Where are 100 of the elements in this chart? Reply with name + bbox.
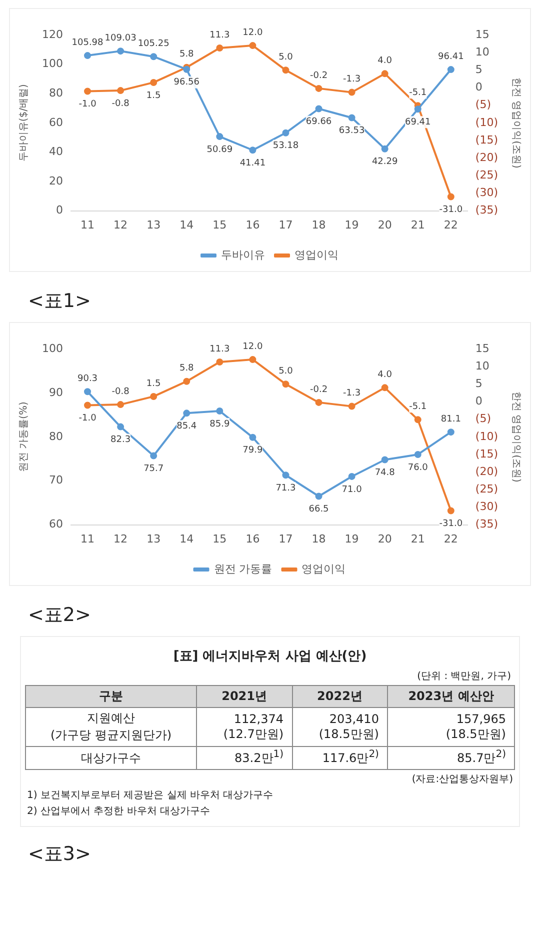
y-tick-label: 100 <box>42 342 63 355</box>
y2-tick-label: (5) <box>475 98 492 112</box>
text: 83.2만$^{1)}$ <box>234 749 284 765</box>
x-tick-label: 13 <box>146 218 161 232</box>
y-axis-title: 두바이유($/배럴) <box>18 84 30 162</box>
legend-label: 영업이익 <box>302 562 346 576</box>
x-tick-label: 22 <box>444 218 458 232</box>
data-label: -0.8 <box>112 98 130 109</box>
data-label: 12.0 <box>242 28 263 38</box>
data-label: -0.2 <box>310 70 328 81</box>
x-tick-label: 11 <box>80 218 95 232</box>
y2-tick-label: 5 <box>475 377 482 390</box>
category-label: 2022년 <box>292 686 388 708</box>
data-label: -1.3 <box>343 388 361 399</box>
data-label: 50.69 <box>206 144 233 155</box>
data-label: 71.0 <box>342 484 362 495</box>
data-label: 11.3 <box>210 344 230 354</box>
x-tick-label: 12 <box>114 218 128 232</box>
data-label: -5.1 <box>409 402 427 412</box>
data-label: 85.9 <box>210 419 230 430</box>
x-tick-label: 15 <box>212 532 227 546</box>
data-label: 11.3 <box>210 30 230 40</box>
category-label: 2023년 예산안 <box>387 686 514 708</box>
text: 203,410 (18.5만원) <box>318 712 379 740</box>
data-label: -0.2 <box>310 384 328 395</box>
data-label: 5.0 <box>278 366 294 377</box>
data-label: 42.29 <box>372 157 398 168</box>
y2-tick-label: (35) <box>475 518 498 531</box>
text: <표1> <box>28 289 92 314</box>
data-label: 4.0 <box>378 56 392 66</box>
data-label: 1.5 <box>146 378 161 389</box>
text: 2) 산업부에서 추정한 바우처 대상가구수 <box>27 805 211 818</box>
legend-label: 두바이유 <box>221 248 265 262</box>
y2-tick-label: (5) <box>475 412 492 426</box>
text: 112,374 (12.7만원) <box>223 712 284 740</box>
data-label: -1.0 <box>78 100 97 110</box>
text: [표] 에너지바우처 사업 예산(안) <box>172 648 368 665</box>
y2-tick-label: (25) <box>475 482 498 496</box>
data-label: 53.18 <box>272 141 299 152</box>
data-label: 75.7 <box>144 464 164 474</box>
data-label: 85.4 <box>176 422 197 432</box>
y2-tick-label: 0 <box>475 394 482 408</box>
data-label: 81.1 <box>440 414 461 424</box>
data-label: 5.8 <box>179 50 194 60</box>
data-label: 12.0 <box>242 342 263 352</box>
data-label: 69.66 <box>306 117 332 128</box>
x-tick-label: 21 <box>410 218 425 232</box>
x-tick-label: 14 <box>180 218 194 232</box>
x-tick-label: 18 <box>312 532 326 546</box>
y-tick-label: 80 <box>48 86 63 100</box>
data-label: 79.9 <box>242 446 263 456</box>
y2-tick-label: 10 <box>475 359 490 372</box>
y-tick-label: 80 <box>48 430 63 443</box>
y2-tick-label: (35) <box>475 204 498 217</box>
data-label: 96.41 <box>438 52 464 62</box>
y-axis-title: 원전 가동률(%) <box>18 402 30 472</box>
y-tick-label: 100 <box>42 57 63 70</box>
legend-label: 영업이익 <box>294 248 338 262</box>
y2-axis-title: 한전 영업이익(조원) <box>510 391 522 482</box>
data-label: 1.5 <box>146 90 161 101</box>
text: <표3> <box>28 842 92 867</box>
y-tick-label: 40 <box>48 145 63 158</box>
y2-tick-label: (30) <box>475 186 498 200</box>
text: (단위 : 백만원, 가구) <box>416 670 511 683</box>
y2-tick-label: (30) <box>475 500 498 514</box>
data-label: 66.5 <box>308 504 329 515</box>
data-label: -1.0 <box>78 414 97 424</box>
text: 85.7만$^{2)}$ <box>457 749 506 765</box>
y-tick-label: 60 <box>48 116 63 129</box>
data-label: 5.0 <box>278 52 294 63</box>
text: 117.6만$^{2)}$ <box>322 749 379 765</box>
y2-tick-label: 15 <box>475 28 490 41</box>
category-label: 구분 <box>26 686 197 708</box>
x-tick-label: 16 <box>246 532 260 546</box>
x-tick-label: 20 <box>378 218 392 232</box>
y2-tick-label: (20) <box>475 464 498 478</box>
data-label: -31.0 <box>439 205 463 216</box>
x-tick-label: 12 <box>114 532 128 546</box>
data-label: -1.3 <box>343 74 361 85</box>
text: <표2> <box>28 603 92 628</box>
category-label: 지원예산 (가구당 평균지원단가) <box>50 711 172 742</box>
x-tick-label: 15 <box>212 218 227 232</box>
y-tick-label: 60 <box>48 518 63 531</box>
data-label: 74.8 <box>374 468 396 478</box>
data-label: 63.53 <box>338 126 365 136</box>
y2-tick-label: (10) <box>475 430 498 443</box>
data-label: 69.41 <box>404 117 431 128</box>
x-tick-label: 14 <box>180 532 194 546</box>
y2-tick-label: (20) <box>475 150 498 164</box>
data-label: 82.3 <box>110 435 131 446</box>
legend-label: 원전 가동률 <box>214 562 272 576</box>
y-tick-label: 20 <box>48 174 63 188</box>
y2-tick-label: (15) <box>475 447 498 460</box>
category-label: 2021년 <box>196 686 292 708</box>
y2-tick-label: (10) <box>475 116 498 129</box>
data-label: -31.0 <box>439 519 463 530</box>
y-tick-label: 120 <box>42 28 63 41</box>
category-label: 대상가구수 <box>81 750 142 764</box>
y2-tick-label: (25) <box>475 168 498 182</box>
text: 1) 보건복지부로부터 제공받은 실제 바우처 대상가구수 <box>27 789 274 802</box>
